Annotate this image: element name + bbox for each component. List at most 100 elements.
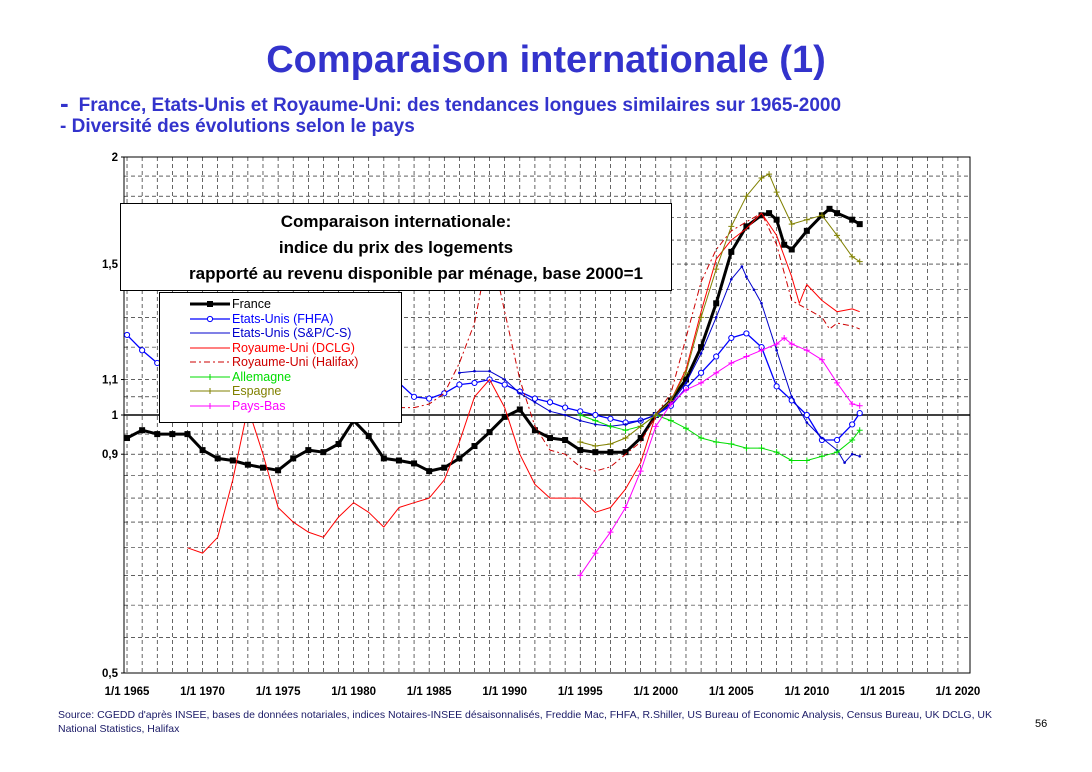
series-point xyxy=(546,399,554,406)
series-point xyxy=(826,205,833,212)
series-point xyxy=(818,453,825,460)
y-tick-label: 0,5 xyxy=(102,668,119,680)
series-point xyxy=(456,381,463,388)
series-point xyxy=(244,461,251,468)
series-point xyxy=(714,316,718,319)
series-point xyxy=(728,223,735,230)
legend-label: Royaume-Uni (DCLG) xyxy=(232,340,355,355)
series-point xyxy=(743,223,750,230)
series-point xyxy=(834,379,841,386)
series-point xyxy=(652,423,659,430)
series-point xyxy=(533,400,537,404)
series-point xyxy=(834,232,841,239)
series-point xyxy=(578,419,582,422)
legend-label: Espagne xyxy=(232,384,282,398)
series-point xyxy=(743,445,750,452)
series-point xyxy=(139,427,146,434)
series-point xyxy=(624,423,627,426)
series-point xyxy=(547,435,554,442)
series-point xyxy=(760,301,763,305)
series-point xyxy=(758,347,765,354)
series-point xyxy=(758,175,765,182)
series-point xyxy=(592,449,599,456)
x-tick-label: 1/1 1970 xyxy=(180,686,225,698)
series-point xyxy=(849,437,856,444)
series-point xyxy=(788,341,795,348)
x-tick-label: 1/1 1990 xyxy=(482,686,527,698)
x-tick-label: 1/1 1965 xyxy=(105,686,150,698)
series-point xyxy=(320,449,327,456)
series-point xyxy=(728,359,735,366)
series-point xyxy=(728,334,735,342)
series-0 xyxy=(124,205,863,475)
series-point xyxy=(698,344,705,351)
x-tick-label: 1/1 2020 xyxy=(936,686,981,698)
series-point xyxy=(682,386,689,393)
chart-title-box: Comparaison internationale: indice du pr… xyxy=(120,203,672,291)
series-point xyxy=(713,369,720,376)
series-line xyxy=(399,212,860,472)
series-point xyxy=(781,241,788,248)
series-point xyxy=(426,395,433,402)
legend-swatch xyxy=(190,361,230,363)
series-point xyxy=(856,258,863,265)
series-point xyxy=(123,331,131,339)
series-point xyxy=(843,461,846,464)
chart-series-layer xyxy=(123,171,863,579)
series-point xyxy=(682,369,689,376)
x-tick-label: 1/1 2015 xyxy=(860,686,905,698)
series-point xyxy=(818,212,825,219)
source-note: Source: CGEDD d'après INSEE, bases de do… xyxy=(58,709,993,735)
series-point xyxy=(548,409,552,413)
x-tick-label: 1/1 1980 xyxy=(331,686,376,698)
series-7 xyxy=(577,334,863,579)
series-point xyxy=(395,457,402,464)
x-tick-label: 1/1 1985 xyxy=(407,686,452,698)
series-point xyxy=(834,210,841,217)
series-point xyxy=(773,216,780,223)
series-point xyxy=(684,381,688,385)
x-tick-label: 1/1 2000 xyxy=(633,686,678,698)
series-point xyxy=(531,395,539,402)
series-line xyxy=(187,212,860,554)
series-point xyxy=(856,427,863,434)
series-point xyxy=(803,227,810,234)
series-point xyxy=(698,379,705,386)
series-point xyxy=(803,216,810,223)
series-point xyxy=(728,441,735,448)
series-point xyxy=(622,435,629,442)
series-point xyxy=(858,454,862,458)
series-point xyxy=(290,455,297,462)
series-point xyxy=(667,400,674,407)
series-point xyxy=(766,171,773,178)
series-point xyxy=(849,253,856,260)
legend-swatch xyxy=(190,301,230,307)
series-point xyxy=(667,417,674,424)
series-point xyxy=(781,334,788,341)
series-point xyxy=(730,277,733,281)
x-tick-label: 1/1 1975 xyxy=(256,686,301,698)
series-point xyxy=(229,457,236,464)
series-point xyxy=(184,431,191,438)
series-point xyxy=(516,406,523,413)
chart-title-line-1: Comparaison internationale: xyxy=(280,212,512,231)
series-point xyxy=(501,413,508,420)
legend-label: Etats-Unis (S&P/C-S) xyxy=(232,326,352,340)
series-point xyxy=(834,449,841,456)
series-point xyxy=(697,369,705,376)
slide-title: Comparaison internationale (1) xyxy=(266,39,826,81)
legend-label: France xyxy=(232,297,271,311)
series-point xyxy=(856,410,863,417)
series-point xyxy=(639,419,642,422)
y-tick-label: 1,1 xyxy=(102,375,119,387)
series-point xyxy=(335,441,342,448)
series-point xyxy=(788,246,795,253)
legend-label: Etats-Unis (FHFA) xyxy=(232,311,334,326)
series-point xyxy=(458,371,461,375)
y-tick-label: 2 xyxy=(112,152,118,164)
series-point xyxy=(805,421,809,424)
series-4 xyxy=(399,212,860,472)
y-tick-label: 0,9 xyxy=(102,449,118,461)
series-point xyxy=(563,413,567,417)
series-point xyxy=(503,378,507,381)
